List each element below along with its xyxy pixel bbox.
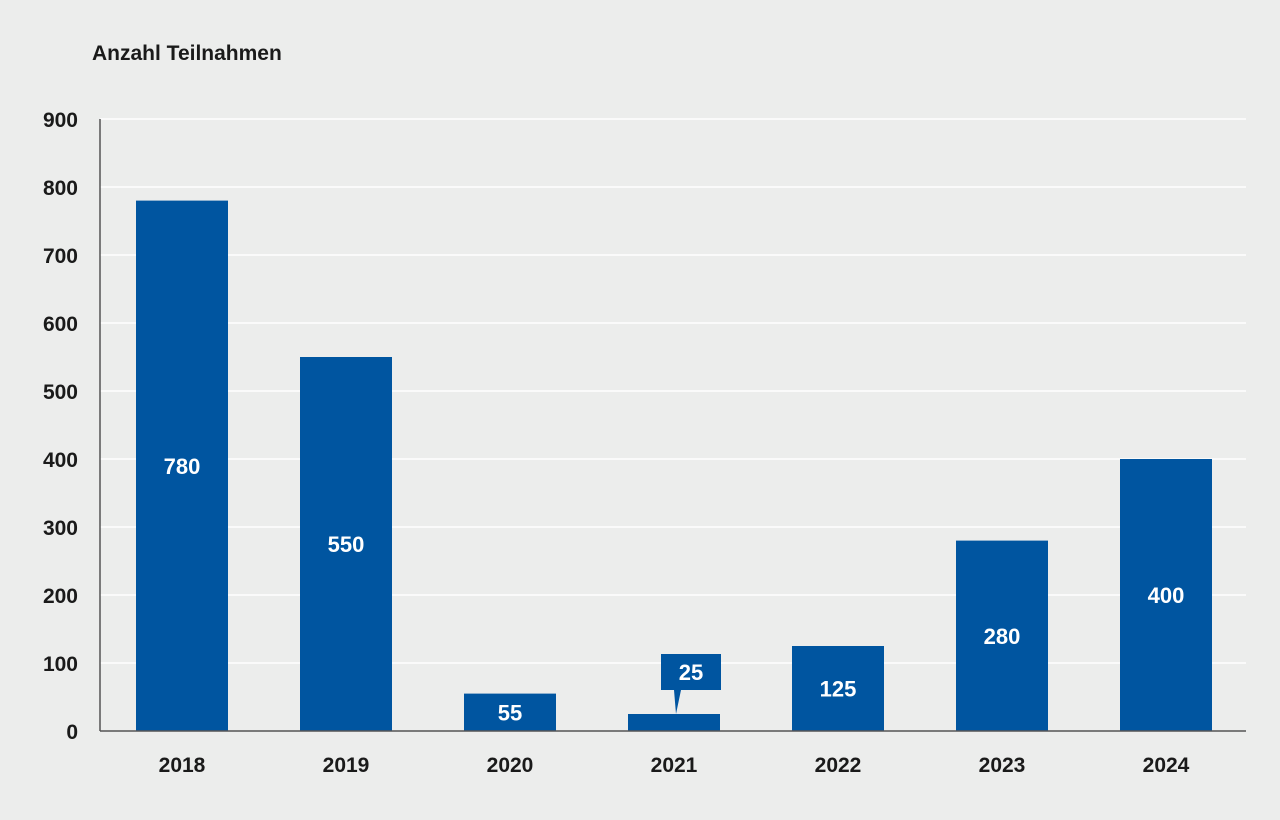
data-label-2018: 780 xyxy=(164,454,201,479)
data-label-callout-2021 xyxy=(661,654,721,714)
y-axis-label: Anzahl Teilnahmen xyxy=(92,42,282,65)
y-tick-label-0: 0 xyxy=(66,721,78,744)
bar-2022 xyxy=(792,646,884,731)
gridlines xyxy=(100,118,1246,664)
y-tick-label-800: 800 xyxy=(43,177,78,200)
y-tick-label-400: 400 xyxy=(43,449,78,472)
bar-2020 xyxy=(464,693,556,731)
data-label-2019: 550 xyxy=(328,532,365,557)
data-label-2024: 400 xyxy=(1148,583,1185,608)
x-tick-label-2022: 2022 xyxy=(815,754,862,777)
y-tick-label-900: 900 xyxy=(43,109,78,132)
x-tick-label-2021: 2021 xyxy=(651,754,698,777)
y-tick-label-600: 600 xyxy=(43,313,78,336)
x-tick-label-2020: 2020 xyxy=(487,754,534,777)
bar-2024 xyxy=(1120,459,1212,731)
x-tick-label-2018: 2018 xyxy=(159,754,206,777)
data-label-2022: 125 xyxy=(820,677,857,702)
bar-2023 xyxy=(956,540,1048,731)
bar-2021 xyxy=(628,714,720,731)
x-tick-label-2024: 2024 xyxy=(1143,754,1190,777)
x-tick-label-2019: 2019 xyxy=(323,754,370,777)
y-tick-label-700: 700 xyxy=(43,245,78,268)
bar-2019 xyxy=(300,357,392,731)
labels: 0 100 200 300 400 500 600 700 800 900 780 2018 550 20… xyxy=(43,109,1190,777)
y-tick-label-200: 200 xyxy=(43,585,78,608)
y-tick-label-500: 500 xyxy=(43,381,78,404)
data-label-2021: 25 xyxy=(679,660,703,685)
axes xyxy=(99,119,1246,732)
bars xyxy=(136,200,1212,732)
x-tick-label-2023: 2023 xyxy=(979,754,1026,777)
y-tick-label-300: 300 xyxy=(43,517,78,540)
data-label-2020: 55 xyxy=(498,700,522,725)
y-tick-label-100: 100 xyxy=(43,653,78,676)
bar-2018 xyxy=(136,200,228,732)
data-label-2023: 280 xyxy=(984,624,1021,649)
